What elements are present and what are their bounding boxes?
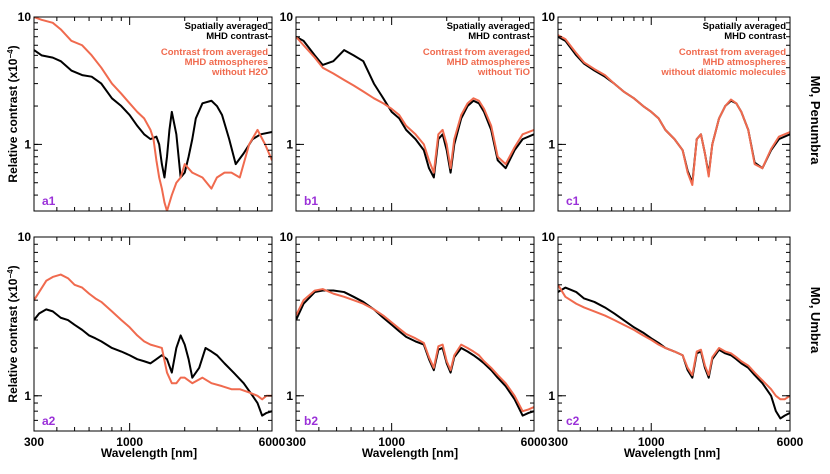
panel-frame xyxy=(295,16,535,212)
y-axis-label-exponent: −4 xyxy=(6,49,15,59)
legend-entry-mhd-contrast: Spatially averaged xyxy=(185,21,269,32)
y-tick-label: 10 xyxy=(280,10,294,24)
y-axis-label-close: ) xyxy=(6,265,20,269)
series-line-averaged-atmospheres xyxy=(296,288,534,413)
x-tick-label: 300 xyxy=(548,435,568,449)
y-tick-label: 10 xyxy=(18,230,32,244)
legend-entry-averaged-atmospheres: Contrast from averaged xyxy=(161,47,268,58)
legend-entry-mhd-contrast: Spatially averaged xyxy=(703,21,787,32)
series-line-mhd-contrast xyxy=(296,35,534,179)
y-tick-label: 10 xyxy=(280,230,294,244)
panel-frame xyxy=(557,236,791,432)
series-line-mhd-contrast xyxy=(296,289,534,417)
legend-entry-averaged-atmospheres: MHD atmospheres xyxy=(185,57,268,68)
panel-c2: 1 10 300 1000 6000 c2 xyxy=(542,230,804,449)
series-line-averaged-atmospheres xyxy=(558,34,790,186)
x-axis-label-c2: Wavelength [nm] xyxy=(624,446,720,460)
legend-entry-mhd-contrast: MHD contrast xyxy=(206,31,269,42)
panel-b2: 1 10 300 1000 6000 b2 xyxy=(280,230,548,449)
x-tick-label: 6000 xyxy=(777,435,804,449)
legend-entry-averaged-atmospheres: MHD atmospheres xyxy=(703,57,786,68)
x-tick-label: 1000 xyxy=(116,435,143,449)
series-line-averaged-atmospheres xyxy=(34,273,272,401)
series-line-averaged-atmospheres xyxy=(34,17,272,211)
x-tick-label: 6000 xyxy=(259,435,286,449)
series-line-mhd-contrast xyxy=(34,49,272,179)
x-axis-label-b2: Wavelength [nm] xyxy=(362,446,458,460)
panel-frame xyxy=(557,16,791,212)
y-tick-label: 1 xyxy=(24,137,31,151)
legend-entry-averaged-atmospheres: MHD atmospheres xyxy=(447,57,530,68)
panel-a2: 1 10 300 1000 6000 a2 xyxy=(18,230,286,449)
legend-entry-averaged-atmospheres: without TiO xyxy=(477,67,530,78)
y-tick-label: 10 xyxy=(18,10,32,24)
x-axis-label-a2: Wavelength [nm] xyxy=(101,446,197,460)
row-label-umbra: M0, Umbra xyxy=(808,287,823,354)
y-tick-label: 1 xyxy=(24,389,31,403)
y-tick-label: 1 xyxy=(286,389,293,403)
panel-frame xyxy=(33,236,273,432)
legend-entry-mhd-contrast: MHD contrast xyxy=(468,31,531,42)
x-tick-label: 1000 xyxy=(638,435,665,449)
panel-tag-b1: b1 xyxy=(304,194,318,208)
series-line-averaged-atmospheres xyxy=(296,36,534,174)
y-tick-label: 10 xyxy=(542,10,556,24)
y-tick-label: 10 xyxy=(542,230,556,244)
legend-entry-averaged-atmospheres: Contrast from averaged xyxy=(423,47,530,58)
y-axis-label-text: Relative contrast (x10 xyxy=(6,278,20,402)
panel-tag-a1: a1 xyxy=(42,194,56,208)
y-axis-label-close: ) xyxy=(6,45,20,49)
series-line-averaged-atmospheres xyxy=(558,284,790,401)
panel-frame xyxy=(33,16,273,212)
y-tick-label: 1 xyxy=(286,137,293,151)
y-axis-label-top: Relative contrast (x10−4) xyxy=(6,45,21,182)
y-axis-label-exponent: −4 xyxy=(6,269,15,279)
panel-tag-a2: a2 xyxy=(42,414,56,428)
legend-entry-mhd-contrast: MHD contrast xyxy=(724,31,787,42)
y-tick-label: 1 xyxy=(548,137,555,151)
y-tick-label: 1 xyxy=(548,389,555,403)
x-tick-label: 1000 xyxy=(378,435,405,449)
x-tick-label: 6000 xyxy=(521,435,548,449)
panel-tag-c1: c1 xyxy=(566,194,580,208)
legend-entry-mhd-contrast: Spatially averaged xyxy=(447,21,531,32)
series-line-mhd-contrast xyxy=(34,308,272,417)
row-label-penumbra: M0, Penumbra xyxy=(808,76,823,166)
legend-entry-averaged-atmospheres: Contrast from averaged xyxy=(679,47,786,58)
series-line-mhd-contrast xyxy=(558,286,790,420)
x-tick-label: 300 xyxy=(286,435,306,449)
legend-entry-averaged-atmospheres: without diatomic molecules xyxy=(660,67,786,78)
y-axis-label-text: Relative contrast (x10 xyxy=(6,58,20,182)
panel-tag-c2: c2 xyxy=(566,414,580,428)
panel-tag-b2: b2 xyxy=(304,414,318,428)
legend-entry-averaged-atmospheres: without H2O xyxy=(211,67,268,78)
panel-frame xyxy=(295,236,535,432)
x-tick-label: 300 xyxy=(24,435,44,449)
y-axis-label-bottom: Relative contrast (x10−4) xyxy=(6,265,21,402)
